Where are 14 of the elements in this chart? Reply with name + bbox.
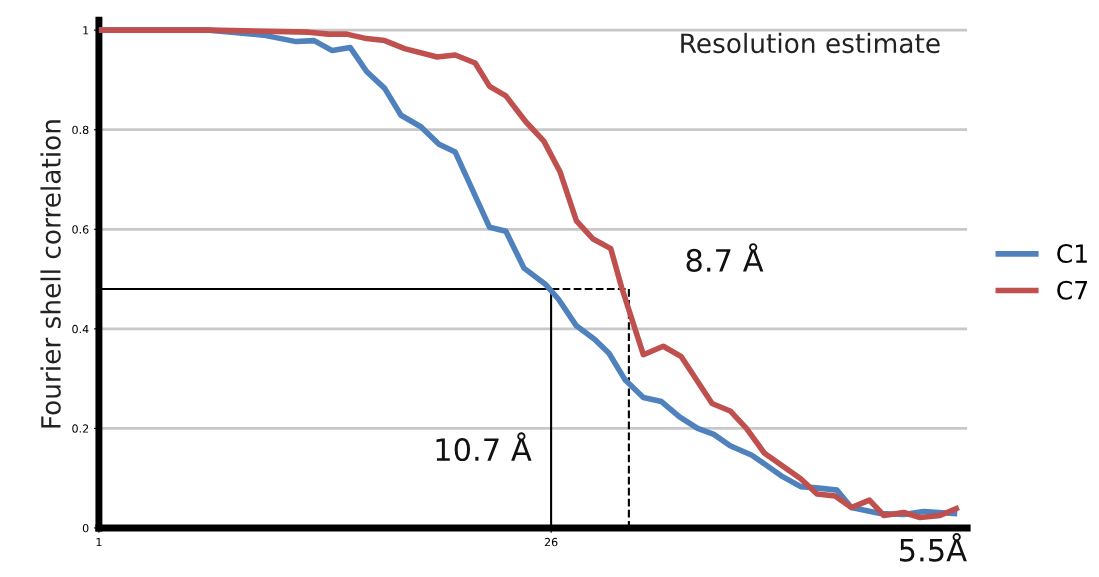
annotation: 10.7 Å bbox=[436, 432, 532, 462]
legend-label: C1 bbox=[1057, 244, 1087, 263]
y-tick-label: 0.8 bbox=[72, 125, 89, 135]
text: 5.5Å bbox=[899, 532, 967, 562]
y-axis-title: Fourier shell correlation bbox=[40, 120, 61, 428]
y-tick-label: 0 bbox=[82, 523, 89, 533]
y-tick-label: 0.4 bbox=[72, 324, 89, 334]
legend-label: C7 bbox=[1057, 280, 1088, 300]
y-tick-label: 0.6 bbox=[72, 225, 89, 234]
chart-title: Resolution estimate bbox=[681, 32, 940, 54]
annotation: 8.7 Å bbox=[686, 243, 764, 272]
y-tick-label: 0.2 bbox=[72, 424, 89, 433]
x-tick-label: 26 bbox=[544, 537, 558, 547]
y-tick-label: 1 bbox=[83, 26, 89, 35]
